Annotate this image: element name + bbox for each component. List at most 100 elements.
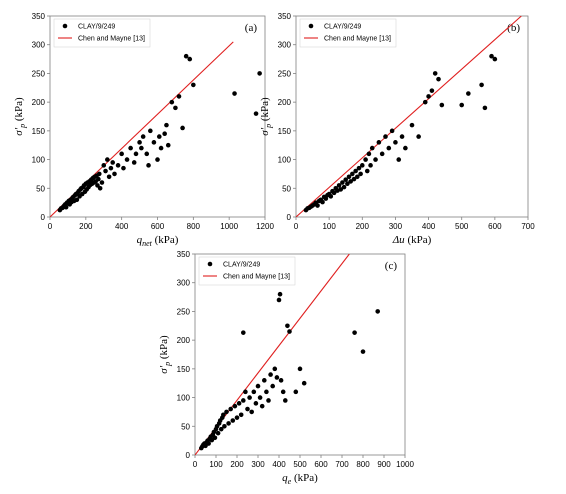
x-tick-label: 600	[314, 460, 328, 469]
data-point	[236, 401, 242, 406]
y-tick-label: 300	[32, 41, 46, 50]
data-point	[241, 398, 246, 403]
data-point	[439, 102, 445, 108]
data-point	[364, 168, 370, 174]
chen-mayne-line	[296, 16, 522, 217]
data-point	[336, 183, 342, 188]
legend-label-points: CLAY/9/249	[78, 24, 115, 31]
data-point	[396, 157, 402, 162]
data-point	[155, 157, 160, 162]
data-point	[249, 409, 254, 415]
y-tick-label: 350	[278, 12, 292, 21]
panel-label: (b)	[507, 22, 520, 34]
x-tick-label: 200	[356, 222, 370, 231]
legend-label-points: CLAY/9/249	[223, 262, 260, 269]
legend-box	[299, 18, 397, 48]
y-tick-label: 100	[32, 156, 46, 165]
data-point	[238, 412, 244, 418]
data-point	[356, 165, 362, 171]
data-point	[323, 196, 329, 201]
y-tick-label: 100	[177, 394, 191, 403]
y-tick-label: 250	[278, 69, 292, 78]
data-point	[187, 56, 193, 62]
legend-marker-points	[62, 23, 68, 29]
x-tick-label: 300	[389, 222, 403, 231]
data-point	[346, 174, 352, 180]
y-tick-label: 0	[186, 451, 191, 460]
chart-panel-1: 0 50 100 150 200 250 300 350 0 200 400 600 800 1000 12…	[13, 12, 274, 248]
data-point	[466, 91, 471, 96]
data-point	[277, 291, 283, 297]
data-point	[222, 423, 227, 429]
data-point	[121, 165, 126, 171]
y-axis-label: σ'p (kPa)	[13, 97, 27, 136]
data-point	[151, 140, 157, 145]
y-tick-label: 0	[41, 213, 46, 222]
data-point	[350, 171, 355, 177]
x-tick-label: 200	[79, 222, 93, 231]
data-point	[180, 125, 185, 131]
data-point	[105, 157, 110, 162]
data-point	[331, 190, 337, 196]
x-tick-label: 0	[48, 222, 53, 231]
data-point	[379, 151, 385, 157]
x-tick-label: 600	[151, 222, 165, 231]
legend-label-line: Chen and Mayne [13]	[223, 274, 290, 281]
data-point	[215, 430, 221, 436]
data-point	[247, 395, 252, 400]
data-point	[338, 187, 344, 192]
y-tick-label: 150	[32, 127, 46, 136]
x-tick-label: 1000	[396, 460, 414, 469]
data-point	[110, 160, 116, 165]
plot-area	[296, 16, 522, 217]
panel-label: (a)	[245, 22, 258, 34]
data-point	[383, 134, 388, 139]
data-point	[436, 76, 441, 82]
y-tick-label: 200	[177, 336, 191, 345]
data-point	[218, 426, 224, 432]
data-point	[373, 157, 378, 162]
plot-frame	[295, 15, 529, 218]
data-point	[355, 174, 360, 180]
data-point	[96, 171, 102, 177]
data-point	[363, 157, 368, 162]
data-point	[232, 403, 238, 409]
data-point	[270, 383, 276, 389]
data-point	[297, 366, 303, 372]
y-tick-label: 350	[32, 12, 46, 21]
data-point	[358, 171, 363, 177]
data-point	[482, 105, 488, 111]
data-point	[272, 366, 278, 372]
data-point	[119, 151, 124, 157]
data-point	[293, 389, 299, 395]
data-point	[115, 163, 121, 168]
data-point	[96, 176, 101, 182]
x-tick-label: 900	[377, 460, 391, 469]
data-point	[366, 151, 372, 157]
data-point	[285, 323, 290, 329]
x-tick-label: 800	[356, 460, 370, 469]
data-point	[375, 309, 381, 314]
y-tick-label: 200	[32, 98, 46, 107]
data-point	[162, 131, 167, 137]
data-point	[386, 145, 392, 151]
data-point	[278, 378, 284, 383]
data-point	[353, 168, 358, 174]
data-point	[416, 134, 421, 139]
data-point	[255, 383, 261, 389]
x-axis-label: qe (kPa)	[282, 472, 318, 486]
data-point	[224, 409, 229, 415]
data-point	[131, 160, 137, 165]
y-tick-label: 250	[32, 69, 46, 78]
data-point	[301, 380, 307, 386]
x-tick-label: 700	[521, 222, 535, 231]
data-point	[328, 194, 334, 199]
data-point	[426, 94, 431, 99]
legend-marker-points	[207, 261, 213, 267]
y-axis-label: σ'p (kPa)	[158, 335, 172, 374]
data-point	[352, 330, 357, 335]
data-point	[234, 415, 240, 420]
data-point	[173, 105, 178, 111]
data-point	[429, 88, 435, 93]
data-point	[257, 71, 262, 76]
